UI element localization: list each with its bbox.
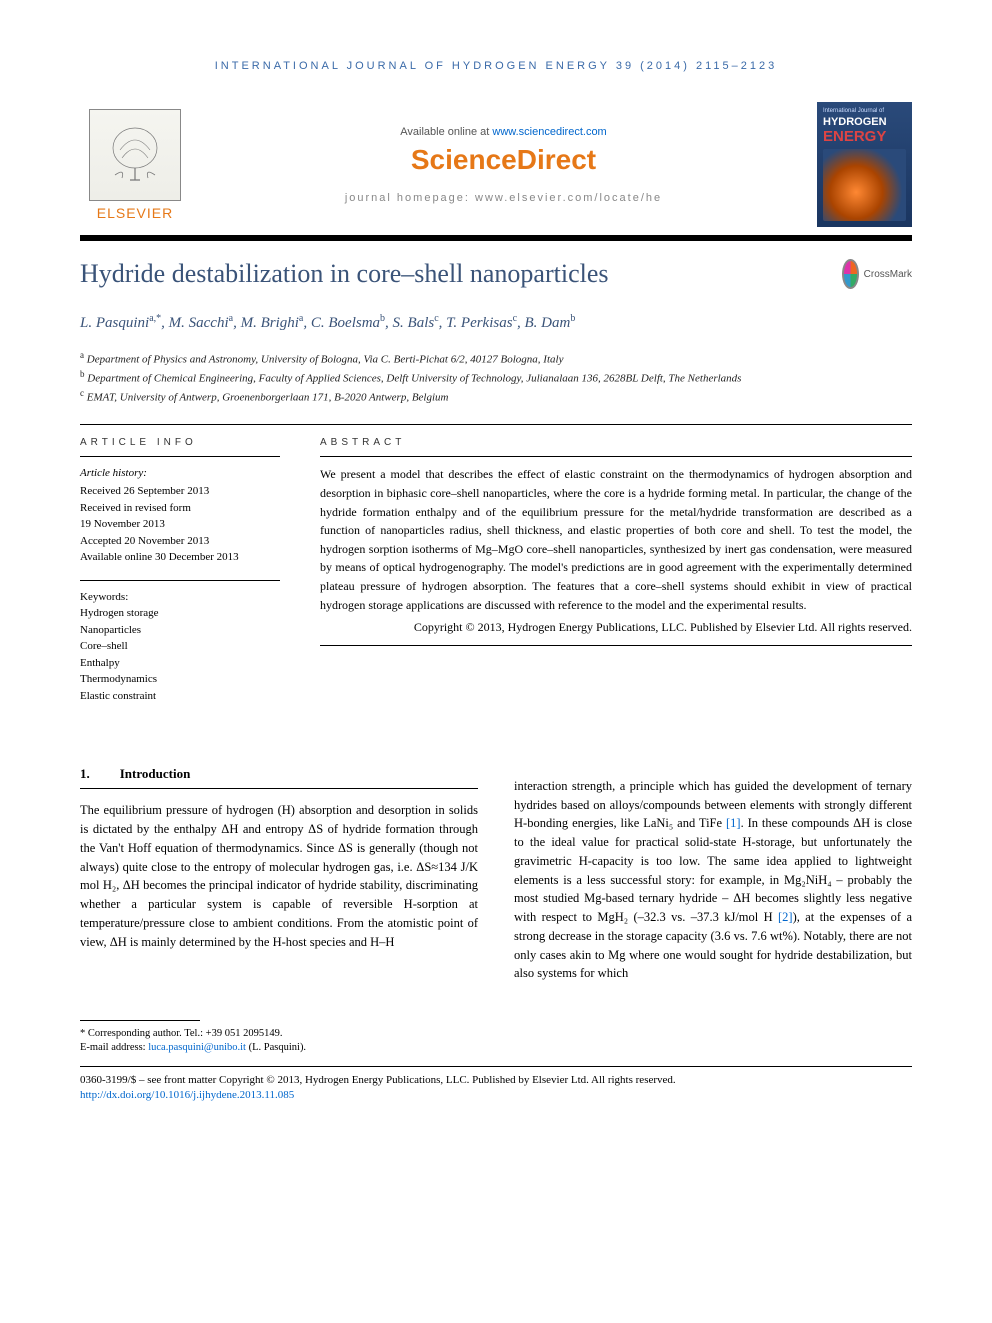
article-info-label: ARTICLE INFO	[80, 425, 280, 456]
crossmark-icon	[842, 259, 859, 289]
author: M. Sacchia	[169, 315, 233, 331]
author: B. Damb	[525, 315, 576, 331]
history-line: Received 26 September 2013	[80, 483, 280, 500]
title-rule	[80, 235, 912, 241]
available-online-text: Available online at www.sciencedirect.co…	[190, 126, 817, 138]
sciencedirect-link[interactable]: www.sciencedirect.com	[492, 126, 606, 138]
front-matter: 0360-3199/$ – see front matter Copyright…	[80, 1073, 912, 1104]
keywords-heading: Keywords:	[80, 580, 280, 606]
affiliation: a Department of Physics and Astronomy, U…	[80, 349, 912, 368]
section-heading-1: 1. Introduction	[80, 764, 478, 789]
journal-cover-thumb[interactable]: International Journal of HYDROGEN ENERGY	[817, 102, 912, 227]
email-line: E-mail address: luca.pasquini@unibo.it (…	[80, 1041, 912, 1056]
abstract-copyright: Copyright © 2013, Hydrogen Energy Public…	[320, 618, 912, 637]
keyword: Core–shell	[80, 638, 280, 655]
keyword: Enthalpy	[80, 655, 280, 672]
cover-art-icon	[823, 149, 906, 221]
citation-link-2[interactable]: [2]	[778, 910, 793, 924]
sciencedirect-logo[interactable]: ScienceDirect	[190, 144, 817, 176]
history-line: Received in revised form	[80, 500, 280, 517]
affiliation: b Department of Chemical Engineering, Fa…	[80, 368, 912, 387]
history-line: Accepted 20 November 2013	[80, 533, 280, 550]
affiliation-list: a Department of Physics and Astronomy, U…	[80, 349, 912, 406]
author-email-link[interactable]: luca.pasquini@unibo.it	[148, 1042, 246, 1053]
cover-title-2: ENERGY	[823, 128, 906, 145]
author: S. Balsc	[393, 315, 439, 331]
author-list: L. Pasquinia,*, M. Sacchia, M. Brighia, …	[80, 311, 912, 335]
elsevier-tree-icon	[89, 109, 181, 201]
keyword: Hydrogen storage	[80, 605, 280, 622]
cover-title-1: HYDROGEN	[823, 116, 906, 128]
abstract-label: ABSTRACT	[320, 425, 912, 457]
affiliation: c EMAT, University of Antwerp, Groenenbo…	[80, 387, 912, 406]
keyword: Nanoparticles	[80, 622, 280, 639]
citation-link-1[interactable]: [1]	[726, 816, 741, 830]
footnote-rule	[80, 1020, 200, 1021]
running-head: INTERNATIONAL JOURNAL OF HYDROGEN ENERGY…	[80, 60, 912, 72]
issn-copyright: 0360-3199/$ – see front matter Copyright…	[80, 1073, 912, 1088]
keyword: Thermodynamics	[80, 671, 280, 688]
history-line: 19 November 2013	[80, 516, 280, 533]
intro-para-right: interaction strength, a principle which …	[514, 777, 912, 983]
doi-link[interactable]: http://dx.doi.org/10.1016/j.ijhydene.201…	[80, 1089, 294, 1101]
author: T. Perkisasc	[446, 315, 517, 331]
abstract-text: We present a model that describes the ef…	[320, 465, 912, 614]
history-line: Available online 30 December 2013	[80, 549, 280, 566]
history-heading: Article history:	[80, 465, 280, 482]
author: L. Pasquinia,*	[80, 315, 161, 331]
crossmark-button[interactable]: CrossMark	[842, 259, 912, 289]
elsevier-wordmark: ELSEVIER	[97, 205, 173, 221]
footnotes: * Corresponding author. Tel.: +39 051 20…	[80, 1027, 912, 1056]
article-title: Hydride destabilization in core–shell na…	[80, 259, 912, 289]
journal-homepage: journal homepage: www.elsevier.com/locat…	[190, 192, 817, 204]
body-text: 1. Introduction The equilibrium pressure…	[80, 764, 912, 995]
author: M. Brighia	[241, 315, 304, 331]
cover-topline: International Journal of	[823, 108, 906, 114]
article-info-column: ARTICLE INFO Article history: Received 2…	[80, 425, 280, 705]
abstract-column: ABSTRACT We present a model that describ…	[320, 425, 912, 705]
author: C. Boelsmab	[311, 315, 385, 331]
bottom-rule	[80, 1066, 912, 1067]
journal-header: ELSEVIER Available online at www.science…	[80, 102, 912, 227]
elsevier-logo[interactable]: ELSEVIER	[80, 109, 190, 221]
intro-para-left: The equilibrium pressure of hydrogen (H)…	[80, 801, 478, 951]
corresponding-author-note: * Corresponding author. Tel.: +39 051 20…	[80, 1027, 912, 1042]
keyword: Elastic constraint	[80, 688, 280, 705]
